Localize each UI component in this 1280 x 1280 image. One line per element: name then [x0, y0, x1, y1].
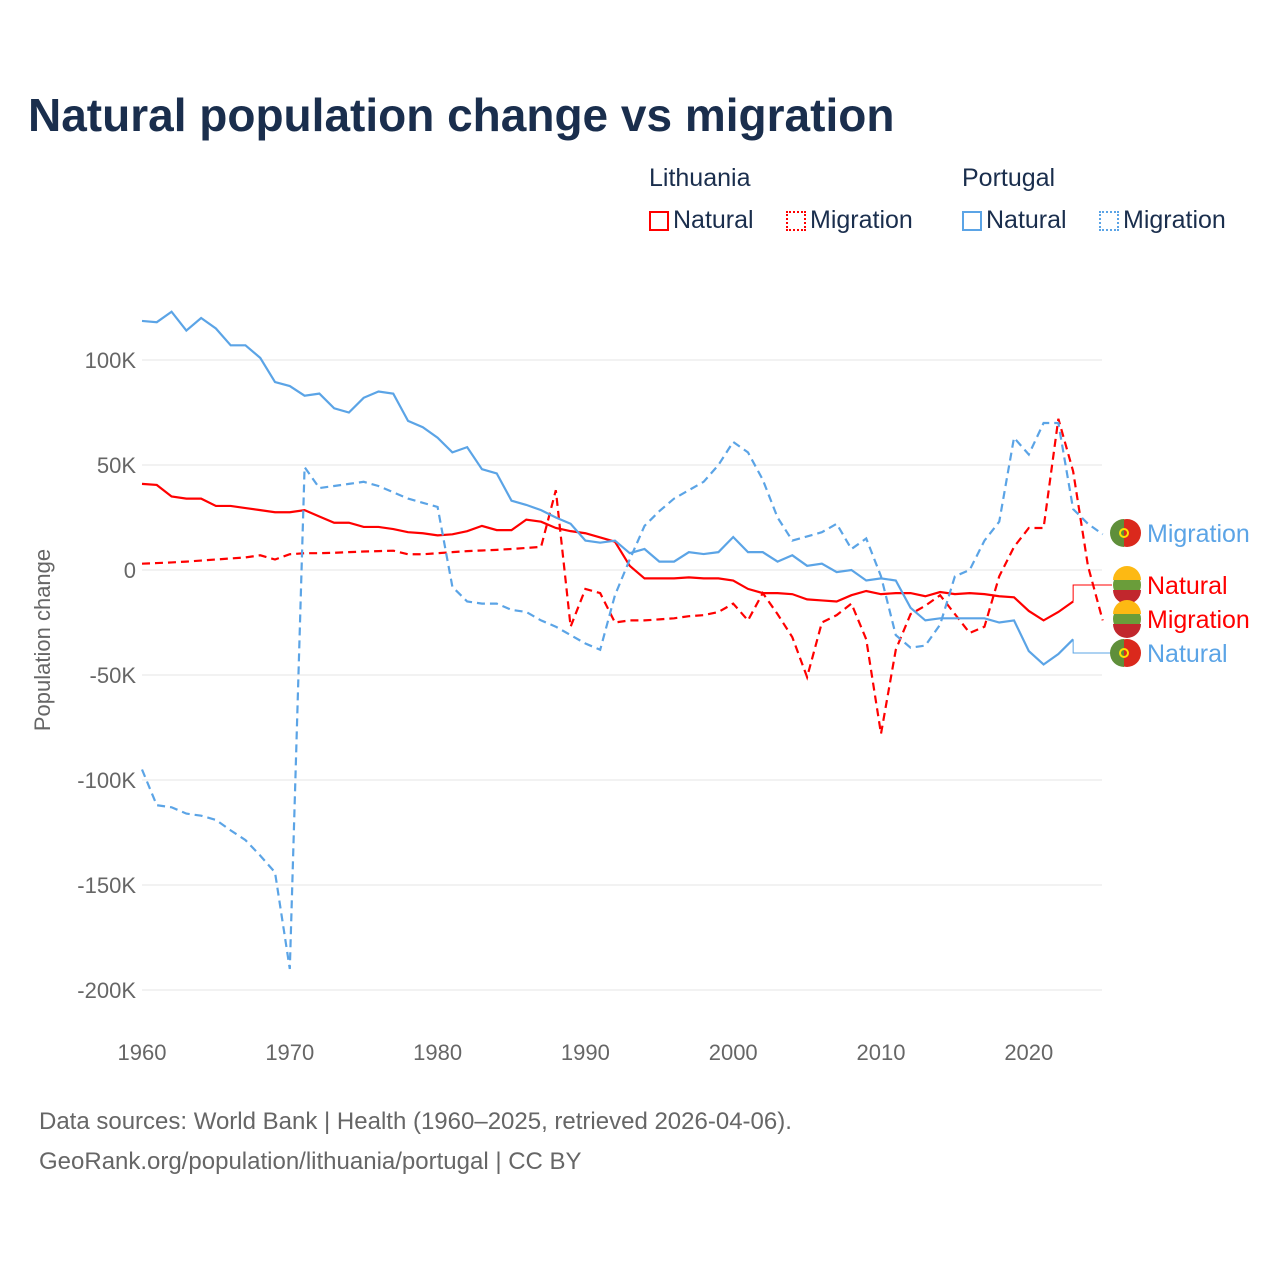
- x-tick-label: 1960: [118, 1040, 167, 1065]
- legend-swatch: [1099, 211, 1119, 231]
- x-tick-label: 1990: [561, 1040, 610, 1065]
- x-tick-label: 2020: [1004, 1040, 1053, 1065]
- x-tick-label: 1980: [413, 1040, 462, 1065]
- series-end-label: Natural: [1147, 640, 1228, 668]
- series-end-label: Migration: [1147, 520, 1250, 548]
- flag-stripe: [1113, 624, 1141, 638]
- legend-portugal-natural[interactable]: Natural: [962, 206, 1067, 235]
- y-tick-label: 50K: [97, 453, 136, 478]
- legend-label: Natural: [673, 206, 754, 234]
- legend-group-portugal: Portugal: [962, 164, 1056, 192]
- x-tick-label: 1970: [265, 1040, 314, 1065]
- x-tick-label: 2000: [709, 1040, 758, 1065]
- legend-label: Migration: [1123, 206, 1226, 234]
- series-end-label: Natural: [1147, 572, 1228, 600]
- legend-group-lithuania: Lithuania: [649, 164, 751, 192]
- legend-swatch: [786, 211, 806, 231]
- flag-stripe: [1113, 566, 1141, 580]
- flag-stripe: [1110, 639, 1124, 667]
- source-line-1: Data sources: World Bank | Health (1960–…: [39, 1108, 792, 1135]
- flag-stripe: [1113, 590, 1141, 604]
- legend-label: Migration: [810, 206, 913, 234]
- legend-lithuania-migration[interactable]: Migration: [786, 206, 913, 235]
- series-end-label: Migration: [1147, 606, 1250, 634]
- flag-stripe: [1110, 519, 1124, 547]
- label-connector: [1072, 639, 1112, 654]
- flag-stripe: [1113, 600, 1141, 614]
- legend-swatch: [962, 211, 982, 231]
- legend-lithuania-natural[interactable]: Natural: [649, 206, 754, 235]
- series-line-lithuania-natural: [141, 482, 1074, 622]
- y-tick-label: -50K: [90, 663, 137, 688]
- y-tick-label: -150K: [77, 873, 136, 898]
- legend-portugal-migration[interactable]: Migration: [1099, 206, 1226, 235]
- y-tick-label: -100K: [77, 768, 136, 793]
- series-line-portugal-natural: [141, 310, 1074, 666]
- flag-emblem: [1119, 528, 1129, 538]
- x-tick-label: 2010: [857, 1040, 906, 1065]
- label-connector: [1072, 584, 1112, 602]
- flag-emblem: [1119, 648, 1129, 658]
- y-axis-label: Population change: [30, 549, 55, 731]
- source-line-2[interactable]: GeoRank.org/population/lithuania/portuga…: [39, 1148, 582, 1175]
- legend-swatch: [649, 211, 669, 231]
- y-tick-label: 100K: [85, 348, 137, 373]
- legend-label: Natural: [986, 206, 1067, 234]
- series-line-portugal-migration: [140, 421, 1104, 970]
- y-tick-label: 0: [124, 558, 136, 583]
- y-tick-label: -200K: [77, 978, 136, 1003]
- chart-title: Natural population change vs migration: [28, 89, 895, 141]
